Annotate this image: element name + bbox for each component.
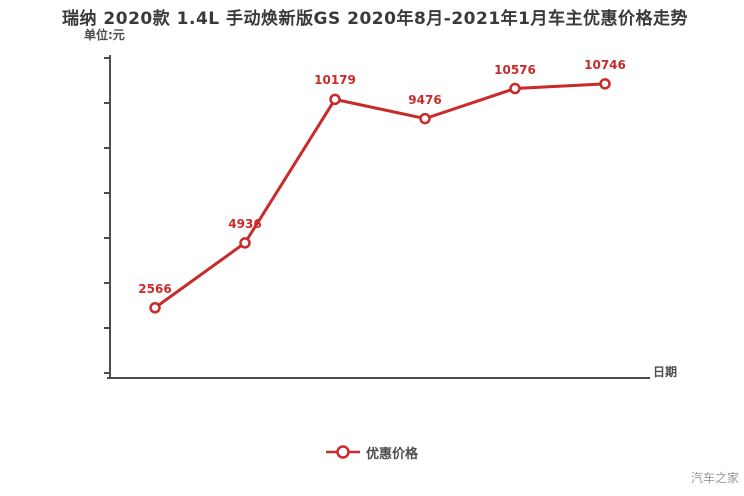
data-point-marker: [599, 78, 611, 90]
data-point-label: 4936: [228, 216, 262, 231]
legend: 优惠价格: [0, 440, 744, 464]
data-point-marker: [419, 112, 431, 125]
chart-title: 瑞纳 2020款 1.4L 手动焕新版GS 2020年8月-2021年1月车主优…: [62, 9, 688, 29]
data-point-marker: [509, 82, 521, 95]
data-point-marker: [239, 237, 251, 249]
data-point-marker: [329, 93, 341, 106]
series-line: [154, 82, 606, 309]
data-point-label: 10576: [494, 62, 536, 77]
legend-label: 优惠价格: [365, 446, 418, 462]
x-axis-label: 日期: [653, 365, 678, 379]
watermark: 汽车之家: [690, 471, 739, 485]
data-point-label: 10746: [584, 57, 626, 72]
y-axis-unit-label: 单位:元: [84, 28, 125, 42]
line-series-marker-icon: [325, 445, 360, 459]
data-point-label: 10179: [314, 73, 356, 88]
data-point-label: 9476: [408, 92, 442, 107]
data-point-label: 2566: [138, 281, 172, 296]
data-point-marker: [149, 302, 161, 314]
